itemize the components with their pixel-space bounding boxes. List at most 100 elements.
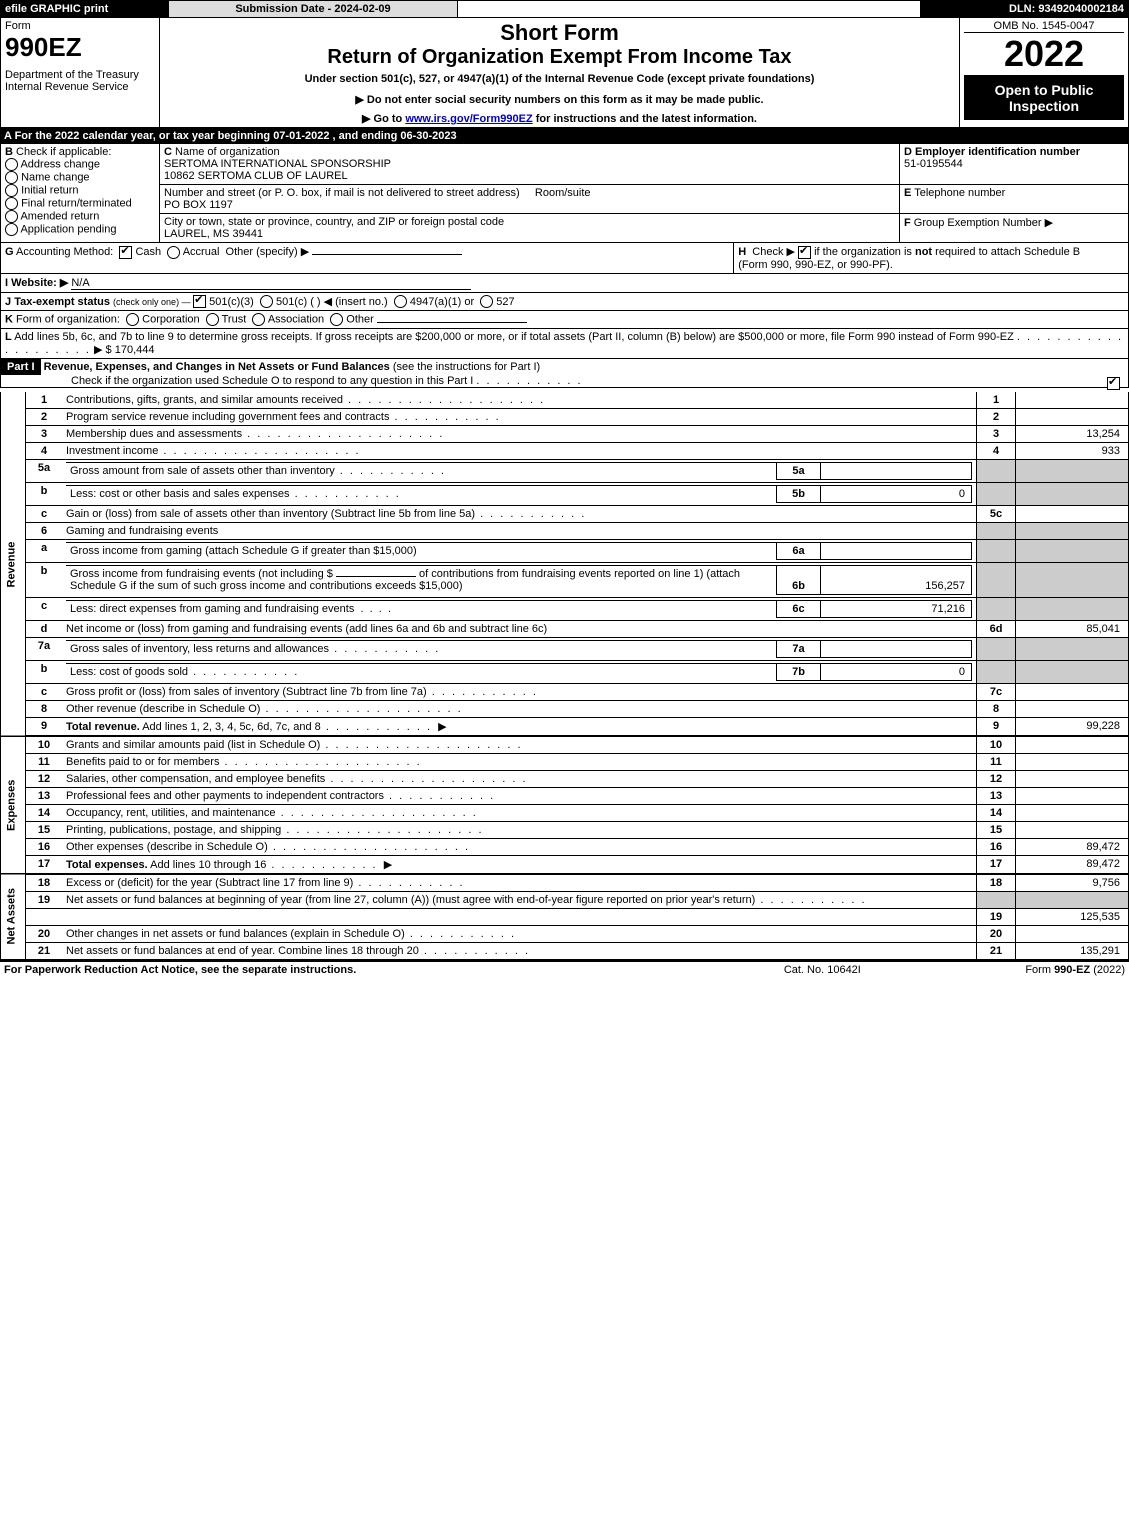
part1-check-line: Check if the organization used Schedule …	[1, 375, 473, 387]
line19-box-gray	[977, 891, 1016, 908]
line15-amt	[1016, 821, 1129, 838]
line6-text: Gaming and fundraising events	[66, 525, 218, 537]
line13-num: 13	[26, 787, 63, 804]
501c3-checkbox[interactable]	[193, 295, 206, 308]
line12-amt	[1016, 770, 1129, 787]
line16-text: Other expenses (describe in Schedule O)	[66, 841, 268, 853]
line3-dots	[242, 428, 444, 440]
501c3-label: 501(c)(3)	[209, 296, 254, 308]
4947-radio[interactable]	[394, 295, 407, 308]
omb-number: OMB No. 1545-0047	[964, 20, 1124, 33]
cash-checkbox[interactable]	[119, 246, 132, 259]
name-change-radio[interactable]	[5, 171, 18, 184]
line3-box: 3	[977, 426, 1016, 443]
final-return-radio[interactable]	[5, 197, 18, 210]
line6a-text: Gross income from gaming (attach Schedul…	[70, 545, 417, 557]
form-word: Form	[5, 20, 155, 32]
527-radio[interactable]	[480, 295, 493, 308]
accrual-radio[interactable]	[167, 246, 180, 259]
revenue-section-label: Revenue	[1, 392, 26, 736]
c-label: C	[164, 146, 172, 158]
line18-num: 18	[26, 874, 63, 892]
corp-radio[interactable]	[126, 313, 139, 326]
4947-label: 4947(a)(1) or	[410, 296, 474, 308]
line6a-box-gray	[977, 540, 1016, 563]
irs-link[interactable]: www.irs.gov/Form990EZ	[405, 113, 532, 125]
line14-box: 14	[977, 804, 1016, 821]
line19-amt-gray	[1016, 891, 1129, 908]
e-label: E	[904, 187, 911, 199]
other-org-radio[interactable]	[330, 313, 343, 326]
dln-label: DLN: 93492040002184	[920, 1, 1129, 18]
other-org-input[interactable]	[377, 322, 527, 323]
e-text: Telephone number	[914, 187, 1005, 199]
line6d-text: Net income or (loss) from gaming and fun…	[66, 623, 547, 635]
h-text2: required to attach Schedule B	[932, 246, 1080, 258]
line5a-num: 5a	[26, 460, 63, 483]
line20-amt	[1016, 925, 1129, 942]
line5a-text: Gross amount from sale of assets other t…	[70, 465, 335, 477]
addr-change-radio[interactable]	[5, 158, 18, 171]
b-label: B	[5, 146, 13, 158]
short-form-title: Short Form	[164, 20, 955, 46]
line5b-subamt: 0	[821, 486, 972, 503]
amended-radio[interactable]	[5, 210, 18, 223]
line20-box: 20	[977, 925, 1016, 942]
line17-arrow: ▶	[384, 859, 392, 871]
other-method-input[interactable]	[312, 254, 462, 255]
line10-amt	[1016, 736, 1129, 754]
line4-num: 4	[26, 443, 63, 460]
assoc-radio[interactable]	[252, 313, 265, 326]
line6b-num: b	[26, 563, 63, 598]
line6b-subamt: 156,257	[821, 566, 972, 595]
line6a-subamt	[821, 543, 972, 560]
line19-text: Net assets or fund balances at beginning…	[66, 894, 755, 906]
line14-num: 14	[26, 804, 63, 821]
line11-num: 11	[26, 753, 63, 770]
ssn-warning: ▶ Do not enter social security numbers o…	[164, 93, 955, 106]
line8-amt	[1016, 700, 1129, 717]
l-text: Add lines 5b, 6c, and 7b to line 9 to de…	[14, 331, 1014, 343]
line8-box: 8	[977, 700, 1016, 717]
org-name-1: SERTOMA INTERNATIONAL SPONSORSHIP	[164, 158, 391, 170]
h-checkbox[interactable]	[798, 246, 811, 259]
line4-dots	[158, 445, 360, 457]
line7c-box: 7c	[977, 683, 1016, 700]
goto-pre: ▶ Go to	[362, 113, 405, 125]
line7a-amt-gray	[1016, 637, 1129, 660]
527-label: 527	[496, 296, 514, 308]
section-k: K Form of organization: Corporation Trus…	[0, 311, 1129, 329]
efile-label[interactable]: efile GRAPHIC print	[1, 1, 170, 18]
line4-box: 4	[977, 443, 1016, 460]
l7b-dots	[188, 666, 299, 678]
entity-info-block: B Check if applicable: Address change Na…	[0, 144, 1129, 243]
j-label: J	[5, 296, 11, 308]
line9-amt: 99,228	[1016, 717, 1129, 736]
501c-radio[interactable]	[260, 295, 273, 308]
line1-box: 1	[977, 392, 1016, 409]
h-check: Check ▶	[752, 246, 795, 258]
line6b-blank[interactable]	[336, 576, 416, 577]
initial-return-radio[interactable]	[5, 184, 18, 197]
line6c-subamt: 71,216	[821, 600, 972, 617]
room-label: Room/suite	[535, 187, 591, 199]
line16-num: 16	[26, 838, 63, 855]
line4-text: Investment income	[66, 445, 158, 457]
k-label: K	[5, 314, 13, 326]
line2-dots	[389, 411, 500, 423]
line12-box: 12	[977, 770, 1016, 787]
l-label: L	[5, 331, 12, 343]
line1-num: 1	[26, 392, 63, 409]
line9-bold: Total revenue.	[66, 721, 140, 733]
l20-dots	[405, 928, 516, 940]
initial-return-label: Initial return	[21, 184, 78, 196]
trust-radio[interactable]	[206, 313, 219, 326]
section-l: L Add lines 5b, 6c, and 7b to line 9 to …	[0, 329, 1129, 359]
city-value: LAUREL, MS 39441	[164, 228, 263, 240]
line12-num: 12	[26, 770, 63, 787]
line1-dots	[343, 394, 545, 406]
app-pending-radio[interactable]	[5, 223, 18, 236]
line7a-num: 7a	[26, 637, 63, 660]
subtitle: Under section 501(c), 527, or 4947(a)(1)…	[164, 73, 955, 85]
schedule-o-checkbox[interactable]	[1107, 377, 1120, 390]
